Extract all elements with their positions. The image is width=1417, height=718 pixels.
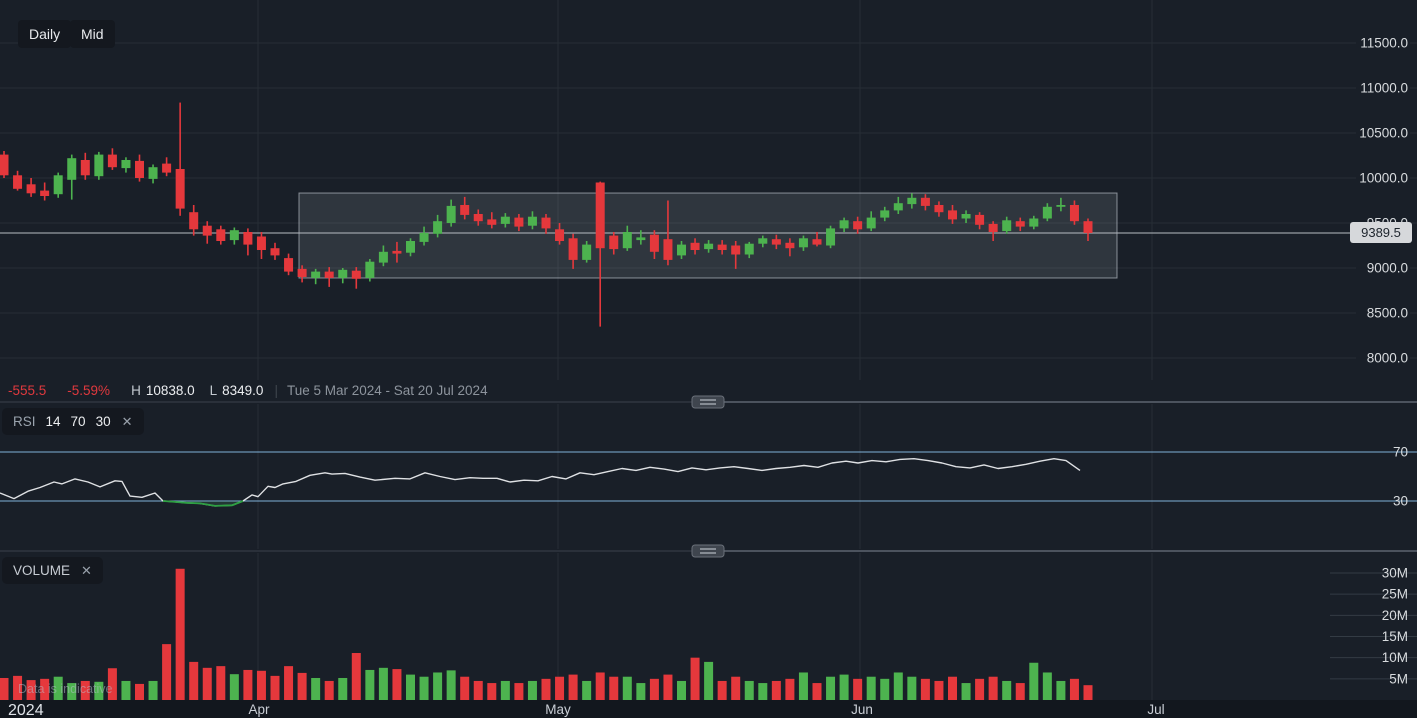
date-range: Tue 5 Mar 2024 - Sat 20 Jul 2024 xyxy=(286,383,488,398)
time-axis-strip xyxy=(0,700,1417,718)
price-axis-label: 8500.0 xyxy=(1367,306,1408,321)
volume-title: VOLUME xyxy=(13,563,71,578)
price-axis-label: 10500.0 xyxy=(1359,126,1408,141)
price-change-pct: -5.59% xyxy=(67,383,111,398)
volume-axis-label: 10M xyxy=(1382,650,1408,665)
time-axis-month-label: Jul xyxy=(1147,702,1164,717)
price-axis-label: 9000.0 xyxy=(1367,261,1408,276)
volume-axis-label: 30M xyxy=(1382,566,1408,581)
info-divider: | xyxy=(274,383,278,398)
low-label: L xyxy=(209,383,218,398)
time-axis-month-label: Jun xyxy=(851,702,873,717)
volume-axis-label: 5M xyxy=(1389,671,1408,686)
rsi-level-label: 70 xyxy=(1393,445,1408,460)
time-axis-labels: 2024 Apr May Jun Jul xyxy=(8,702,1165,718)
rsi-param-lower: 30 xyxy=(95,414,111,429)
rsi-line-oversold-segment xyxy=(162,500,244,507)
price-axis-label: 10000.0 xyxy=(1359,171,1408,186)
rsi-param-period: 14 xyxy=(45,414,61,429)
price-change: -555.5 xyxy=(8,383,47,398)
candles-layer xyxy=(0,102,1093,327)
pane-resize-handle[interactable] xyxy=(691,544,725,558)
volume-pane: 30M 25M 20M 15M 10M 5M xyxy=(1330,566,1417,686)
timeframe-daily-button[interactable]: Daily xyxy=(18,20,72,48)
low-value: 8349.0 xyxy=(222,383,264,398)
volume-axis-label: 20M xyxy=(1382,608,1408,623)
volume-indicator-chip[interactable]: VOLUME ✕ xyxy=(2,557,103,584)
rsi-indicator-chip[interactable]: RSI 14 70 30 ✕ xyxy=(2,408,144,435)
rsi-line xyxy=(0,458,1081,507)
volume-axis-label: 15M xyxy=(1382,629,1408,644)
pane-resize-handle[interactable] xyxy=(691,395,725,409)
volume-axis-label: 25M xyxy=(1382,587,1408,602)
rsi-title: RSI xyxy=(13,414,36,429)
high-label: H xyxy=(131,383,141,398)
time-axis-month-label: May xyxy=(545,702,571,717)
month-gridlines xyxy=(257,0,1153,700)
time-axis-year-label: 2024 xyxy=(8,702,44,718)
rsi-level-label: 30 xyxy=(1393,494,1408,509)
last-price-badge: 9389.5 xyxy=(1350,222,1412,243)
price-axis-label: 11000.0 xyxy=(1360,81,1408,96)
price-axis-label: 8000.0 xyxy=(1367,351,1408,366)
price-axis-label: 11500.0 xyxy=(1360,36,1408,51)
selection-box-annotation[interactable] xyxy=(298,192,1118,279)
price-info-bar: -555.5 -5.59% H 10838.0 L 8349.0 | Tue 5… xyxy=(8,382,488,399)
volume-bars xyxy=(0,568,1093,700)
high-value: 10838.0 xyxy=(145,383,195,398)
time-axis-month-label: Apr xyxy=(248,702,270,717)
chart-style-mid-button[interactable]: Mid xyxy=(70,20,115,48)
price-grid-layer: 11500.011000.010500.010000.09500.09000.0… xyxy=(0,36,1417,366)
volume-close-icon[interactable]: ✕ xyxy=(81,562,92,578)
rsi-pane: 70 30 xyxy=(0,445,1417,509)
rsi-param-upper: 70 xyxy=(70,414,86,429)
rsi-close-icon[interactable]: ✕ xyxy=(121,413,133,429)
